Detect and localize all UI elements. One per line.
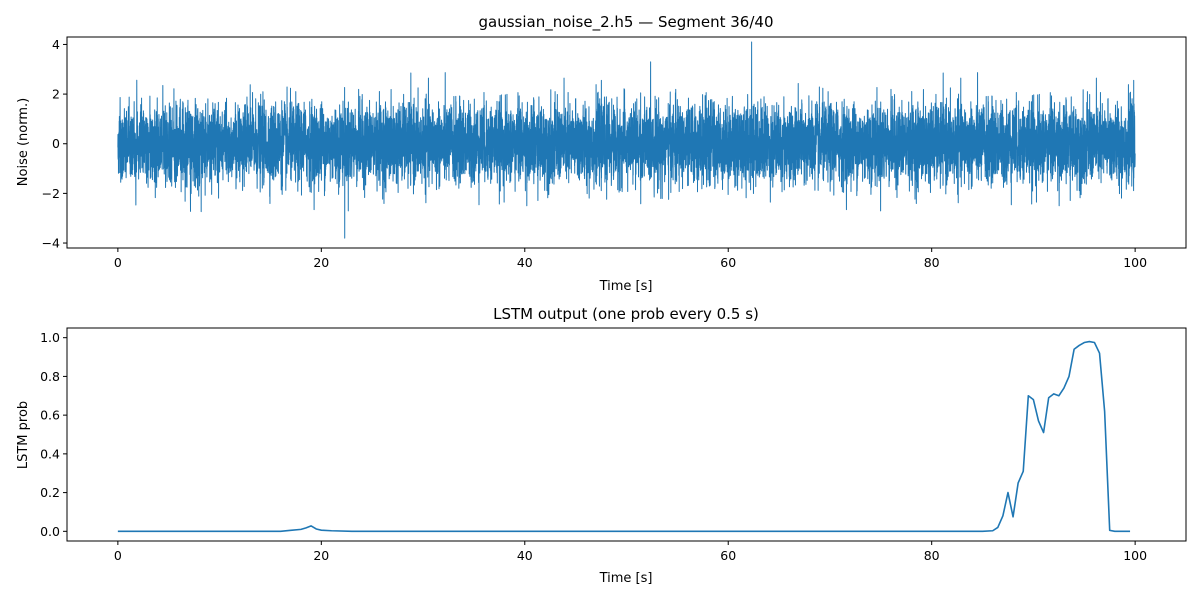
noise-series-line bbox=[117, 41, 1136, 239]
noise-x-ticks: 0 20 40 60 80 100 bbox=[114, 248, 1147, 270]
lstm-series-line bbox=[117, 340, 1131, 533]
noise-y-tick-label: 0 bbox=[52, 136, 60, 151]
noise-x-tick-label: 20 bbox=[313, 255, 329, 270]
lstm-y-tick-label: 0.6 bbox=[40, 408, 60, 423]
noise-y-tick-label: −2 bbox=[42, 186, 60, 201]
lstm-panel-title: LSTM output (one prob every 0.5 s) bbox=[493, 305, 759, 323]
lstm-x-tick-label: 40 bbox=[517, 548, 533, 563]
lstm-x-tick-label: 0 bbox=[114, 548, 122, 563]
noise-axes-frame bbox=[66, 36, 1187, 249]
lstm-x-tick-label: 100 bbox=[1123, 548, 1147, 563]
lstm-x-tick-label: 20 bbox=[313, 548, 329, 563]
noise-y-tick-label: 2 bbox=[52, 87, 60, 102]
noise-x-tick-label: 80 bbox=[924, 255, 940, 270]
noise-x-tick-label: 0 bbox=[114, 255, 122, 270]
lstm-axes-frame bbox=[66, 327, 1187, 542]
lstm-x-ticks: 0 20 40 60 80 100 bbox=[114, 541, 1147, 563]
noise-panel-title: gaussian_noise_2.h5 — Segment 36/40 bbox=[478, 13, 773, 32]
lstm-plot-area bbox=[117, 340, 1131, 533]
lstm-y-axis-label: LSTM prob bbox=[16, 401, 31, 469]
lstm-panel: LSTM output (one prob every 0.5 s) 0 20 40… bbox=[16, 305, 1187, 586]
lstm-x-tick-label: 80 bbox=[924, 548, 940, 563]
noise-x-tick-label: 40 bbox=[517, 255, 533, 270]
noise-x-tick-label: 60 bbox=[720, 255, 736, 270]
lstm-y-ticks: 0.0 0.2 0.4 0.6 0.8 1.0 bbox=[40, 330, 67, 539]
noise-plot-area bbox=[117, 41, 1136, 239]
noise-y-axis-label: Noise (norm.) bbox=[16, 98, 31, 186]
lstm-y-tick-label: 1.0 bbox=[40, 330, 60, 345]
noise-x-tick-label: 100 bbox=[1123, 255, 1147, 270]
lstm-x-tick-label: 60 bbox=[720, 548, 736, 563]
noise-y-tick-label: −4 bbox=[42, 236, 60, 251]
noise-y-ticks: −4 −2 0 2 4 bbox=[42, 37, 67, 251]
noise-y-tick-label: 4 bbox=[52, 37, 60, 52]
lstm-y-tick-label: 0.2 bbox=[40, 485, 60, 500]
noise-x-axis-label: Time [s] bbox=[599, 279, 653, 294]
lstm-y-tick-label: 0.4 bbox=[40, 446, 60, 461]
lstm-y-tick-label: 0.8 bbox=[40, 369, 60, 384]
lstm-y-tick-label: 0.0 bbox=[40, 524, 60, 539]
noise-panel: gaussian_noise_2.h5 — Segment 36/40 0 20 4… bbox=[16, 13, 1187, 294]
lstm-x-axis-label: Time [s] bbox=[599, 571, 653, 586]
